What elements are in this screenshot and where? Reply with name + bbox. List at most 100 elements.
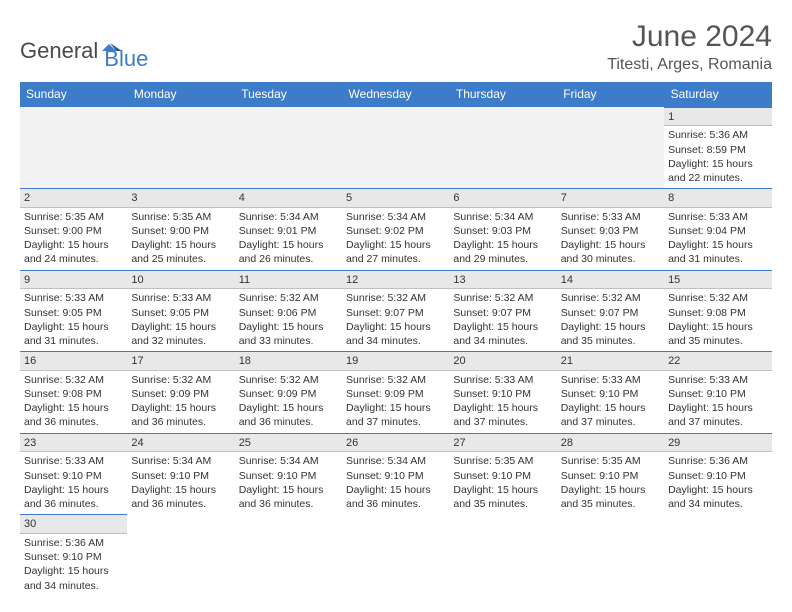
daylight-text-1: Daylight: 15 hours bbox=[346, 483, 445, 497]
calendar-cell bbox=[449, 107, 556, 189]
calendar-cell bbox=[342, 514, 449, 596]
header: General Blue June 2024 Titesti, Arges, R… bbox=[20, 20, 772, 74]
day-number: 4 bbox=[235, 188, 342, 208]
sunrise-text: Sunrise: 5:33 AM bbox=[561, 373, 660, 387]
calendar-cell: 21Sunrise: 5:33 AMSunset: 9:10 PMDayligh… bbox=[557, 351, 664, 433]
day-number: 1 bbox=[664, 107, 771, 127]
calendar-cell: 7Sunrise: 5:33 AMSunset: 9:03 PMDaylight… bbox=[557, 188, 664, 270]
daylight-text-2: and 36 minutes. bbox=[346, 497, 445, 511]
day-details: Sunrise: 5:35 AMSunset: 9:00 PMDaylight:… bbox=[127, 208, 234, 270]
calendar-week-row: 9Sunrise: 5:33 AMSunset: 9:05 PMDaylight… bbox=[20, 270, 772, 352]
daylight-text-1: Daylight: 15 hours bbox=[453, 401, 552, 415]
daylight-text-1: Daylight: 15 hours bbox=[131, 238, 230, 252]
title-block: June 2024 Titesti, Arges, Romania bbox=[607, 20, 772, 74]
weekday-header: Friday bbox=[557, 82, 664, 107]
day-details: Sunrise: 5:36 AMSunset: 9:10 PMDaylight:… bbox=[20, 534, 127, 596]
calendar-cell: 22Sunrise: 5:33 AMSunset: 9:10 PMDayligh… bbox=[664, 351, 771, 433]
calendar-cell: 17Sunrise: 5:32 AMSunset: 9:09 PMDayligh… bbox=[127, 351, 234, 433]
day-details: Sunrise: 5:32 AMSunset: 9:09 PMDaylight:… bbox=[342, 371, 449, 433]
day-number: 13 bbox=[449, 270, 556, 290]
sunrise-text: Sunrise: 5:33 AM bbox=[24, 291, 123, 305]
calendar-cell: 8Sunrise: 5:33 AMSunset: 9:04 PMDaylight… bbox=[664, 188, 771, 270]
sunrise-text: Sunrise: 5:36 AM bbox=[668, 454, 767, 468]
day-number: 19 bbox=[342, 351, 449, 371]
daylight-text-1: Daylight: 15 hours bbox=[668, 238, 767, 252]
sunset-text: Sunset: 9:07 PM bbox=[346, 306, 445, 320]
calendar-cell: 24Sunrise: 5:34 AMSunset: 9:10 PMDayligh… bbox=[127, 433, 234, 515]
calendar-week-row: 1Sunrise: 5:36 AMSunset: 8:59 PMDaylight… bbox=[20, 107, 772, 189]
calendar-cell: 3Sunrise: 5:35 AMSunset: 9:00 PMDaylight… bbox=[127, 188, 234, 270]
day-details: Sunrise: 5:33 AMSunset: 9:05 PMDaylight:… bbox=[20, 289, 127, 351]
day-details: Sunrise: 5:34 AMSunset: 9:10 PMDaylight:… bbox=[127, 452, 234, 514]
daylight-text-2: and 34 minutes. bbox=[24, 579, 123, 593]
sunrise-text: Sunrise: 5:33 AM bbox=[668, 373, 767, 387]
daylight-text-2: and 34 minutes. bbox=[668, 497, 767, 511]
sunset-text: Sunset: 9:00 PM bbox=[131, 224, 230, 238]
sunset-text: Sunset: 9:01 PM bbox=[239, 224, 338, 238]
daylight-text-1: Daylight: 15 hours bbox=[24, 401, 123, 415]
calendar-cell: 4Sunrise: 5:34 AMSunset: 9:01 PMDaylight… bbox=[235, 188, 342, 270]
sunset-text: Sunset: 9:00 PM bbox=[24, 224, 123, 238]
daylight-text-2: and 36 minutes. bbox=[24, 497, 123, 511]
daylight-text-1: Daylight: 15 hours bbox=[668, 401, 767, 415]
sunrise-text: Sunrise: 5:33 AM bbox=[668, 210, 767, 224]
daylight-text-1: Daylight: 15 hours bbox=[453, 320, 552, 334]
day-number: 27 bbox=[449, 433, 556, 453]
sunrise-text: Sunrise: 5:32 AM bbox=[453, 291, 552, 305]
daylight-text-1: Daylight: 15 hours bbox=[239, 320, 338, 334]
weekday-header: Sunday bbox=[20, 82, 127, 107]
sunrise-text: Sunrise: 5:35 AM bbox=[131, 210, 230, 224]
day-details: Sunrise: 5:35 AMSunset: 9:10 PMDaylight:… bbox=[557, 452, 664, 514]
sunrise-text: Sunrise: 5:36 AM bbox=[668, 128, 767, 142]
weekday-header: Monday bbox=[127, 82, 234, 107]
sunrise-text: Sunrise: 5:34 AM bbox=[239, 210, 338, 224]
daylight-text-2: and 35 minutes. bbox=[668, 334, 767, 348]
calendar-cell: 28Sunrise: 5:35 AMSunset: 9:10 PMDayligh… bbox=[557, 433, 664, 515]
calendar-cell: 9Sunrise: 5:33 AMSunset: 9:05 PMDaylight… bbox=[20, 270, 127, 352]
calendar-week-row: 30Sunrise: 5:36 AMSunset: 9:10 PMDayligh… bbox=[20, 514, 772, 596]
sunrise-text: Sunrise: 5:35 AM bbox=[24, 210, 123, 224]
sunrise-text: Sunrise: 5:36 AM bbox=[24, 536, 123, 550]
day-number: 12 bbox=[342, 270, 449, 290]
daylight-text-2: and 36 minutes. bbox=[239, 415, 338, 429]
calendar-cell bbox=[235, 107, 342, 189]
day-number: 7 bbox=[557, 188, 664, 208]
day-details: Sunrise: 5:33 AMSunset: 9:10 PMDaylight:… bbox=[664, 371, 771, 433]
daylight-text-2: and 27 minutes. bbox=[346, 252, 445, 266]
sunrise-text: Sunrise: 5:34 AM bbox=[346, 454, 445, 468]
daylight-text-2: and 36 minutes. bbox=[239, 497, 338, 511]
sunset-text: Sunset: 9:10 PM bbox=[453, 469, 552, 483]
day-details: Sunrise: 5:33 AMSunset: 9:05 PMDaylight:… bbox=[127, 289, 234, 351]
daylight-text-1: Daylight: 15 hours bbox=[561, 238, 660, 252]
daylight-text-1: Daylight: 15 hours bbox=[24, 564, 123, 578]
day-details: Sunrise: 5:34 AMSunset: 9:01 PMDaylight:… bbox=[235, 208, 342, 270]
sunset-text: Sunset: 9:10 PM bbox=[239, 469, 338, 483]
sunrise-text: Sunrise: 5:33 AM bbox=[561, 210, 660, 224]
sunrise-text: Sunrise: 5:33 AM bbox=[453, 373, 552, 387]
calendar-week-row: 23Sunrise: 5:33 AMSunset: 9:10 PMDayligh… bbox=[20, 433, 772, 515]
sunrise-text: Sunrise: 5:32 AM bbox=[346, 291, 445, 305]
sunrise-text: Sunrise: 5:34 AM bbox=[346, 210, 445, 224]
sunset-text: Sunset: 9:06 PM bbox=[239, 306, 338, 320]
daylight-text-2: and 33 minutes. bbox=[239, 334, 338, 348]
calendar-cell: 14Sunrise: 5:32 AMSunset: 9:07 PMDayligh… bbox=[557, 270, 664, 352]
day-number: 25 bbox=[235, 433, 342, 453]
day-details: Sunrise: 5:32 AMSunset: 9:07 PMDaylight:… bbox=[342, 289, 449, 351]
daylight-text-1: Daylight: 15 hours bbox=[668, 320, 767, 334]
daylight-text-1: Daylight: 15 hours bbox=[239, 238, 338, 252]
day-details: Sunrise: 5:34 AMSunset: 9:03 PMDaylight:… bbox=[449, 208, 556, 270]
daylight-text-2: and 24 minutes. bbox=[24, 252, 123, 266]
daylight-text-1: Daylight: 15 hours bbox=[346, 401, 445, 415]
sunrise-text: Sunrise: 5:34 AM bbox=[453, 210, 552, 224]
logo-text-general: General bbox=[20, 40, 98, 62]
sunset-text: Sunset: 9:03 PM bbox=[453, 224, 552, 238]
calendar-cell bbox=[235, 514, 342, 596]
sunrise-text: Sunrise: 5:32 AM bbox=[346, 373, 445, 387]
day-number: 20 bbox=[449, 351, 556, 371]
day-number: 28 bbox=[557, 433, 664, 453]
calendar-cell bbox=[342, 107, 449, 189]
day-details: Sunrise: 5:36 AMSunset: 8:59 PMDaylight:… bbox=[664, 126, 771, 188]
sunset-text: Sunset: 9:10 PM bbox=[24, 469, 123, 483]
day-details: Sunrise: 5:33 AMSunset: 9:10 PMDaylight:… bbox=[449, 371, 556, 433]
day-number: 15 bbox=[664, 270, 771, 290]
